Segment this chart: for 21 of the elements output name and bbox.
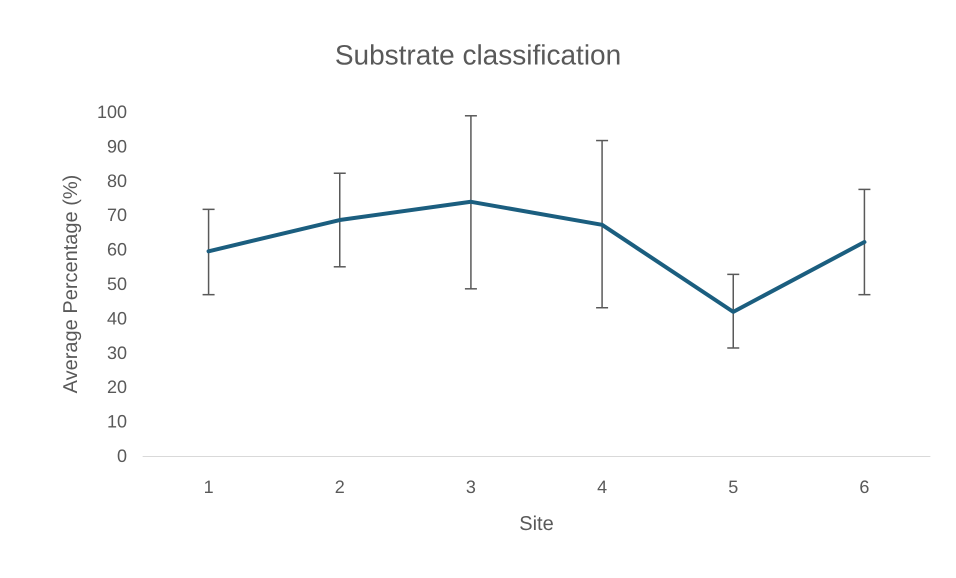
y-tick-label: 50 [106,274,127,294]
y-tick-label: 40 [106,308,127,328]
y-tick-label: 10 [106,412,127,432]
x-tick-label: 2 [334,477,345,497]
y-tick-label: 30 [106,342,127,363]
x-tick-label: 3 [466,477,476,497]
y-axis-title: Average Percentage (%) [60,174,82,394]
x-axis-title: Site [519,513,554,535]
x-tick-label: 4 [597,477,608,497]
chart-title: Substrate classification [334,40,622,70]
y-tick-label: 90 [106,136,127,156]
y-tick-label: 0 [116,446,127,466]
y-tick-label: 60 [106,240,127,260]
line-series [206,200,866,314]
x-tick-label: 1 [204,477,214,497]
y-tick-label: 20 [106,377,127,398]
x-tick-label: 6 [859,477,870,497]
y-tick-label: 70 [106,205,127,226]
y-tick-label: 80 [106,170,127,191]
x-tick-label: 5 [728,477,738,497]
y-tick-label: 100 [96,102,127,122]
